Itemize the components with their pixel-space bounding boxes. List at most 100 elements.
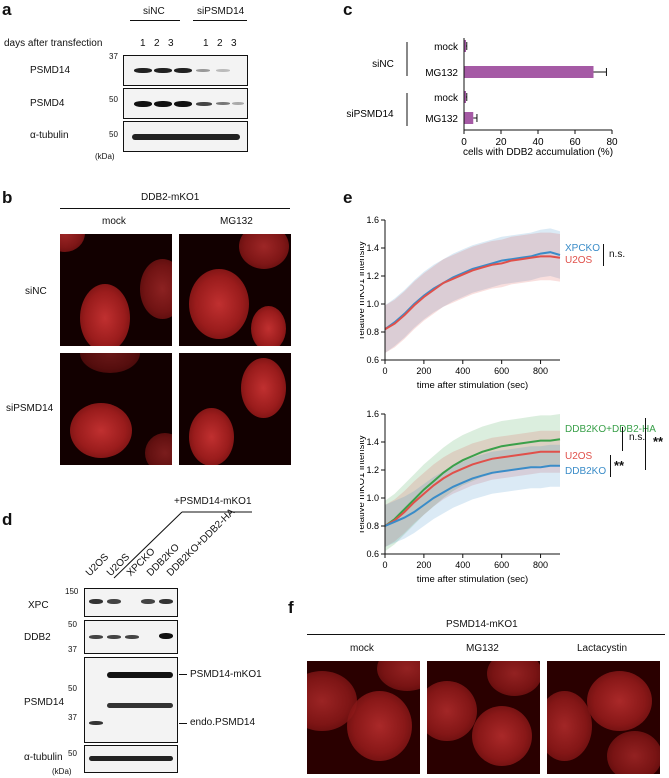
y-axis-label: relative mKO1 intensity bbox=[360, 241, 367, 339]
blot-band bbox=[132, 134, 240, 140]
col-label-mock: mock bbox=[350, 643, 374, 654]
y-tick-label: 0.8 bbox=[366, 521, 379, 531]
blot-band bbox=[232, 102, 244, 105]
blot-band bbox=[134, 101, 152, 107]
legend-entry: U2OS bbox=[565, 451, 593, 462]
panel-d-header: +PSMD14-mKO1 bbox=[174, 496, 252, 507]
sig-bracket bbox=[610, 455, 611, 477]
blot-band bbox=[107, 703, 173, 708]
error-band bbox=[385, 232, 560, 353]
y-tick-label: 1.6 bbox=[366, 215, 379, 225]
bar bbox=[464, 40, 466, 52]
day-label: 2 bbox=[154, 38, 160, 49]
panel-d-label: d bbox=[2, 510, 13, 529]
category-label: MG132 bbox=[425, 114, 458, 125]
blot-band bbox=[134, 68, 152, 73]
group-line bbox=[193, 20, 247, 21]
x-tick-label: 800 bbox=[533, 560, 548, 570]
micrograph-sinc-mg132 bbox=[179, 234, 291, 346]
marker: 50 bbox=[68, 684, 77, 693]
ns-label: n.s. bbox=[609, 249, 626, 260]
y-tick-label: 1.0 bbox=[366, 299, 379, 309]
panel-b-title: DDB2-mKO1 bbox=[141, 192, 200, 203]
y-tick-label: 0.8 bbox=[366, 327, 379, 337]
category-label: mock bbox=[434, 42, 459, 53]
y-tick-label: 0.6 bbox=[366, 355, 379, 365]
micrograph-f-mock bbox=[307, 661, 420, 774]
chart-e-top: 0.6 0.8 1.0 1.2 1.4 1.6 0 200 400 600 800 time afte… bbox=[360, 215, 600, 391]
category-label: mock bbox=[434, 93, 459, 104]
row-label-xpc: XPC bbox=[28, 600, 49, 611]
blot-band bbox=[107, 672, 173, 678]
legend-entry: U2OS bbox=[565, 255, 593, 266]
days-label: days after transfection bbox=[4, 38, 103, 49]
blot-psmd4 bbox=[123, 88, 248, 119]
panel-a-label: a bbox=[2, 0, 12, 19]
x-tick-label: 0 bbox=[461, 137, 467, 148]
blot-band bbox=[89, 756, 173, 761]
blot-band bbox=[216, 102, 230, 105]
day-label: 1 bbox=[140, 38, 146, 49]
band-pointer bbox=[179, 723, 187, 724]
series-line bbox=[384, 251, 561, 331]
y-tick-label: 1.4 bbox=[366, 243, 379, 253]
marker-37: 37 bbox=[109, 52, 118, 61]
lane-label: U2OS bbox=[84, 551, 112, 579]
bar-group bbox=[464, 40, 607, 124]
error-band bbox=[385, 414, 560, 552]
sig-bracket bbox=[622, 427, 623, 451]
col-label-mg132: MG132 bbox=[466, 643, 499, 654]
sig-bracket bbox=[645, 418, 646, 470]
micrograph-f-lactacystin bbox=[547, 661, 660, 774]
marker: 150 bbox=[65, 587, 79, 596]
header-bracket bbox=[113, 511, 252, 579]
blot-band bbox=[216, 69, 230, 72]
y-tick-label: 0.6 bbox=[366, 549, 379, 559]
micrograph-sipsmd14-mg132 bbox=[179, 353, 291, 465]
x-axis-label: time after stimulation (sec) bbox=[417, 380, 528, 391]
marker: 37 bbox=[68, 645, 77, 654]
day-label: 1 bbox=[203, 38, 209, 49]
x-tick-label: 600 bbox=[494, 560, 509, 570]
blot-band bbox=[89, 635, 103, 639]
panel-b-label: b bbox=[2, 188, 13, 207]
title-line bbox=[60, 208, 290, 209]
micrograph-sinc-mock bbox=[60, 234, 172, 346]
bar bbox=[464, 91, 466, 103]
x-tick-label: 40 bbox=[532, 137, 544, 148]
y-tick-label: 1.6 bbox=[366, 409, 379, 419]
micrograph-f-mg132 bbox=[427, 661, 540, 774]
row-label-ddb2: DDB2 bbox=[24, 632, 51, 643]
x-tick-label: 60 bbox=[569, 137, 581, 148]
series-line bbox=[384, 464, 560, 527]
band-pointer bbox=[179, 674, 187, 675]
y-tick-label: 1.4 bbox=[366, 437, 379, 447]
x-tick-label: 200 bbox=[416, 560, 431, 570]
blot-band bbox=[141, 599, 155, 604]
panel-c-label: c bbox=[343, 0, 353, 19]
group-sipsmd14: siPSMD14 bbox=[197, 6, 245, 17]
panel-f-label: f bbox=[288, 598, 294, 617]
x-tick-label: 200 bbox=[416, 366, 431, 376]
series-line bbox=[384, 438, 561, 527]
row-label-tubulin: α-tubulin bbox=[30, 130, 69, 141]
y-tick-label: 1.0 bbox=[366, 493, 379, 503]
blot-band bbox=[159, 633, 173, 639]
x-tick-label: 0 bbox=[382, 560, 387, 570]
x-tick-label: 800 bbox=[533, 366, 548, 376]
blot-xpc bbox=[84, 588, 178, 617]
error-band bbox=[385, 430, 560, 547]
col-label-mg132: MG132 bbox=[220, 216, 253, 227]
row-label-psmd14: PSMD14 bbox=[24, 697, 65, 708]
marker: 50 bbox=[68, 749, 77, 758]
y-tick-label: 1.2 bbox=[366, 465, 379, 475]
sig-bracket bbox=[603, 244, 604, 266]
blot-band bbox=[174, 101, 192, 107]
group-label-sipsmd14: siPSMD14 bbox=[346, 109, 394, 120]
blot-tubulin bbox=[84, 745, 178, 773]
day-label: 3 bbox=[168, 38, 174, 49]
blot-tubulin bbox=[123, 121, 248, 152]
bar bbox=[464, 66, 594, 78]
blot-band bbox=[174, 68, 192, 73]
marker: 37 bbox=[68, 713, 77, 722]
